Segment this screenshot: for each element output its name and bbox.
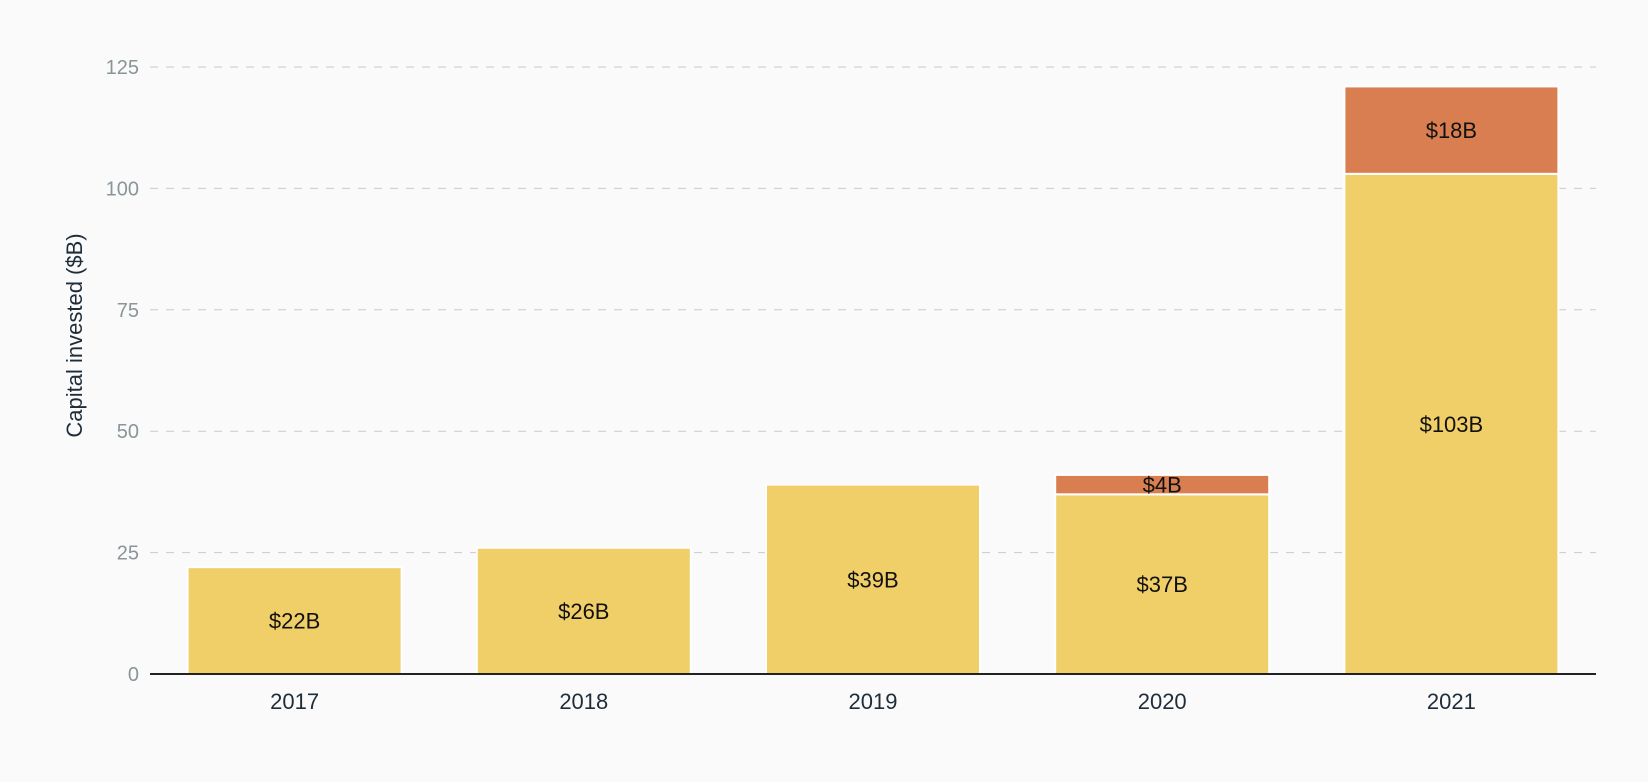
x-tick-label-2019: 2019: [849, 689, 898, 714]
x-tick-label-2017: 2017: [270, 689, 319, 714]
bar-2019-series-1: [765, 483, 981, 675]
y-tick-label: 125: [106, 57, 139, 79]
x-tick-label-2018: 2018: [559, 689, 608, 714]
y-tick-label: 25: [117, 543, 139, 565]
y-axis-ticks: 0 25 50 75 100 125: [106, 57, 139, 686]
y-axis-title: Capital invested ($B): [62, 233, 87, 437]
data-label-2020-series-2: $4B: [1143, 473, 1182, 498]
data-labels: $22B $26B $39B $37B $4B $103B $18B: [269, 118, 1483, 633]
data-label-2021-series-2: $18B: [1426, 118, 1477, 143]
x-tick-label-2021: 2021: [1427, 689, 1476, 714]
bar-2020-series-2: [1054, 473, 1271, 496]
x-axis-ticks: 2017 2018 2019 2020 2021: [270, 689, 1476, 714]
data-label-2020-series-1: $37B: [1137, 572, 1188, 597]
bar-2021-series-2: [1343, 85, 1560, 175]
bar-2017-series-1: [186, 566, 403, 676]
y-tick-label: 100: [106, 178, 139, 200]
data-label-2021-series-1: $103B: [1420, 412, 1484, 437]
bar-2021-series-1: [1343, 172, 1560, 675]
y-tick-label: 50: [117, 421, 139, 443]
data-label-2018-series-1: $26B: [558, 599, 609, 624]
bars: [186, 85, 1560, 676]
data-label-2017-series-1: $22B: [269, 609, 320, 634]
y-tick-label: 0: [128, 664, 139, 686]
data-label-2019-series-1: $39B: [847, 567, 898, 592]
x-tick-label-2020: 2020: [1138, 689, 1187, 714]
y-tick-label: 75: [117, 300, 139, 322]
